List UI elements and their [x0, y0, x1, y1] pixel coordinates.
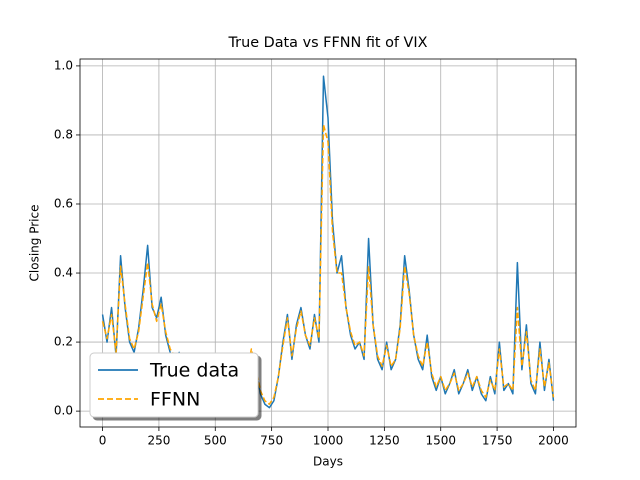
y-tick-label: 1.0: [54, 58, 73, 72]
grid: 0 250 500 750 1000 1250 1500 1750 2000 0.0 0.2 0.4 0…: [54, 58, 576, 448]
x-tick-label: 1000: [313, 434, 344, 448]
x-tick-label: 750: [260, 434, 283, 448]
x-axis-label: Days: [313, 455, 343, 469]
legend: True data FFNN: [89, 352, 259, 418]
x-tick-label: 2000: [538, 434, 569, 448]
y-tick-label: 0.2: [54, 335, 73, 349]
y-tick-label: 0.4: [54, 266, 73, 280]
x-tick-label: 1500: [425, 434, 456, 448]
y-tick-label: 0.0: [54, 404, 73, 418]
x-tick-label: 500: [204, 434, 227, 448]
y-tick-label: 0.6: [54, 196, 73, 210]
x-tick-label: 1750: [482, 434, 513, 448]
legend-box: [89, 352, 259, 418]
x-tick-label: 1250: [369, 434, 400, 448]
x-tick-label: 250: [147, 434, 170, 448]
y-tick-label: 0.8: [54, 127, 73, 141]
data-line: [101, 123, 555, 405]
legend-label: FFNN: [150, 389, 200, 411]
chart-title: True Data vs FFNN fit of VIX: [228, 35, 428, 51]
y-axis-label: Closing Price: [28, 205, 42, 282]
axes-frame: [79, 58, 577, 428]
legend-label: True data: [149, 360, 239, 382]
x-tick-label: 0: [99, 434, 107, 448]
